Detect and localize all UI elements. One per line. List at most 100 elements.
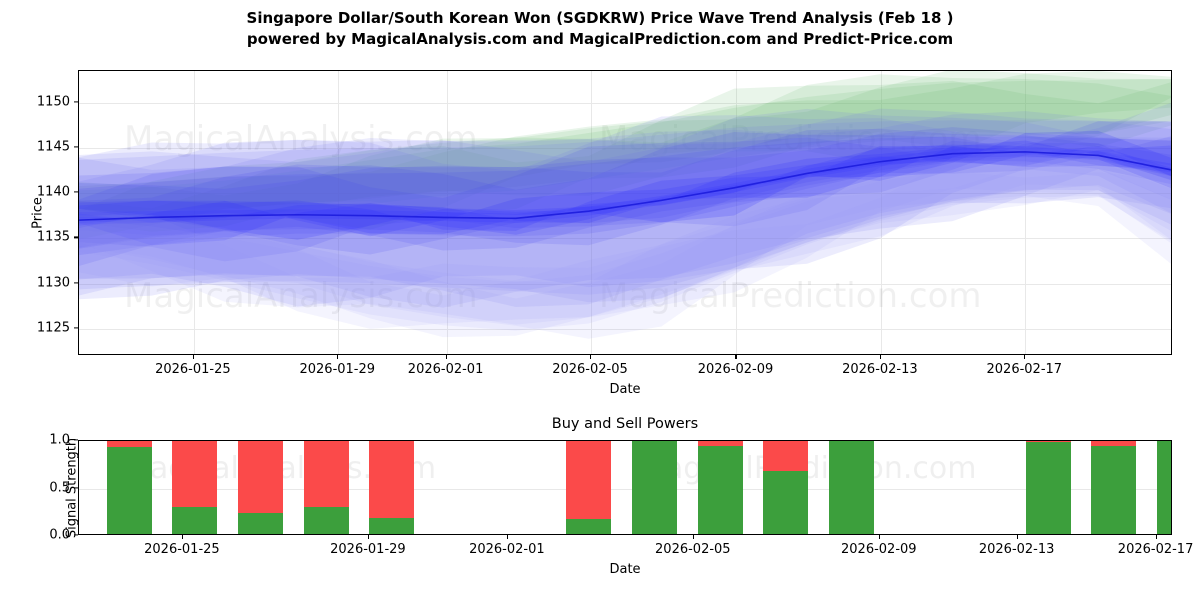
price-y-tick-mark	[74, 101, 78, 103]
bar-stack[interactable]	[1025, 441, 1071, 534]
gridline-horizontal	[79, 147, 1171, 149]
wave-band-mid-blue-band	[79, 136, 1171, 256]
gridline-vertical	[446, 71, 448, 354]
bar-stack[interactable]	[566, 441, 612, 534]
price-y-tick-label: 1135	[36, 229, 70, 245]
bar-segment-buy-power[interactable]	[828, 441, 874, 534]
bar-stack[interactable]	[828, 441, 874, 534]
bar-segment-buy-power[interactable]	[1025, 441, 1071, 534]
price-x-tick-mark	[1024, 355, 1026, 359]
bar-segment-sell-power[interactable]	[763, 441, 809, 472]
gridline-horizontal	[79, 102, 1171, 104]
price-x-tick-label: 2026-02-05	[552, 362, 628, 377]
signal-y-tick-label: 0.5	[49, 480, 70, 495]
buy-sell-y-axis-title: Signal Strength	[64, 437, 80, 538]
gridline-vertical	[736, 71, 738, 354]
price-x-tick-mark	[589, 355, 592, 359]
price-plot-area: MagicalAnalysis.com MagicalPrediction.co…	[78, 70, 1172, 355]
price-y-tick-mark	[74, 236, 78, 238]
gridline-vertical	[590, 71, 592, 354]
price-y-tick-mark	[74, 146, 78, 148]
wave-band-green-band	[79, 71, 1171, 240]
price-y-tick-label: 1130	[36, 275, 70, 291]
price-y-tick-label: 1150	[36, 94, 70, 110]
signal-x-tick-mark	[367, 535, 370, 539]
bar-segment-buy-power[interactable]	[1157, 441, 1171, 534]
title-line-2: powered by MagicalAnalysis.com and Magic…	[246, 30, 954, 48]
bar-stack[interactable]	[1157, 441, 1171, 534]
signal-y-tick-mark	[74, 486, 78, 489]
price-x-tick-label: 2026-02-09	[697, 362, 774, 377]
bar-segment-buy-power[interactable]	[106, 446, 152, 534]
bar-segment-sell-power[interactable]	[369, 441, 415, 518]
wave-band-outer-blue-band	[79, 120, 1171, 295]
bar-segment-sell-power[interactable]	[1091, 441, 1137, 446]
bar-segment-buy-power[interactable]	[1091, 445, 1137, 534]
bar-segment-buy-power[interactable]	[303, 507, 349, 534]
bar-segment-buy-power[interactable]	[172, 507, 218, 534]
bar-stack[interactable]	[631, 441, 677, 534]
bar-stack[interactable]	[697, 441, 743, 534]
bar-stack[interactable]	[1091, 441, 1137, 534]
bar-segment-buy-power[interactable]	[697, 445, 743, 534]
price-y-tick-mark	[74, 191, 78, 193]
bar-segment-buy-power[interactable]	[369, 517, 415, 534]
price-x-tick-mark	[445, 355, 447, 359]
signal-x-tick-mark	[181, 535, 184, 539]
signal-x-tick-label: 2026-02-01	[469, 542, 545, 557]
bar-segment-sell-power[interactable]	[1025, 441, 1071, 442]
bar-stack[interactable]	[172, 441, 218, 534]
bar-segment-sell-power[interactable]	[566, 441, 612, 519]
price-y-tick-mark	[74, 327, 78, 329]
title-line-1: Singapore Dollar/South Korean Won (SGDKR…	[246, 9, 954, 27]
price-y-tick-mark	[74, 282, 78, 284]
bar-stack[interactable]	[369, 441, 415, 534]
signal-x-tick-label: 2026-02-05	[655, 542, 731, 557]
gridline-vertical	[1025, 71, 1027, 354]
wave-band-inner-core-band	[79, 144, 1171, 235]
bar-stack[interactable]	[238, 441, 284, 534]
wave-band-lower-faint-band	[79, 171, 1171, 329]
signal-x-tick-label: 2026-02-13	[978, 542, 1055, 557]
price-x-tick-label: 2026-01-29	[299, 362, 376, 377]
signal-x-tick-mark	[1016, 535, 1018, 539]
bar-stack[interactable]	[763, 441, 809, 534]
wave-band-outer-blue-band	[79, 102, 1171, 307]
buy-sell-powers-chart: Buy and Sell Powers MagicalAnalysis.com …	[49, 416, 1193, 577]
buy-sell-x-axis-title: Date	[609, 562, 641, 577]
bar-segment-buy-power[interactable]	[631, 441, 677, 534]
wave-band-lower-faint-band	[79, 144, 1171, 325]
price-x-tick-mark	[879, 355, 882, 359]
bar-segment-sell-power[interactable]	[697, 441, 743, 446]
price-x-tick-label: 2026-02-13	[842, 362, 918, 377]
signal-x-tick-label: 2026-02-17	[1117, 542, 1194, 557]
gridline-horizontal	[79, 283, 1171, 285]
bar-stack[interactable]	[303, 441, 349, 534]
bar-segment-sell-power[interactable]	[238, 441, 284, 514]
gridline-vertical	[880, 71, 882, 354]
price-x-tick-label: 2026-01-25	[155, 362, 231, 377]
bar-segment-buy-power[interactable]	[566, 518, 612, 534]
bar-segment-sell-power[interactable]	[303, 441, 349, 508]
wave-band-mid-blue-band	[79, 132, 1171, 255]
price-y-axis-title: Price	[30, 196, 46, 229]
bar-segment-buy-power[interactable]	[238, 513, 284, 534]
price-x-tick-mark	[735, 355, 737, 359]
wave-band-mid-blue-band	[79, 121, 1171, 262]
price-y-tick-label: 1125	[36, 320, 70, 336]
price-y-tick-label: 1140	[36, 184, 70, 200]
bar-segment-buy-power[interactable]	[763, 471, 809, 534]
wave-band-mid-blue-band	[79, 127, 1171, 266]
wave-band-inner-core-band	[79, 146, 1171, 235]
bar-segment-sell-power[interactable]	[106, 441, 152, 447]
signal-x-tick-label: 2026-01-25	[144, 542, 220, 557]
wave-band-green-band	[79, 79, 1171, 223]
bar-stack[interactable]	[106, 441, 152, 534]
wave-band-outer-blue-band	[79, 111, 1171, 303]
gridline-horizontal	[79, 238, 1171, 240]
wave-band-lower-faint-band	[79, 163, 1171, 338]
bar-segment-sell-power[interactable]	[172, 441, 218, 508]
signal-y-tick-label: 1.0	[49, 432, 70, 448]
signal-x-tick-mark	[1155, 535, 1157, 539]
